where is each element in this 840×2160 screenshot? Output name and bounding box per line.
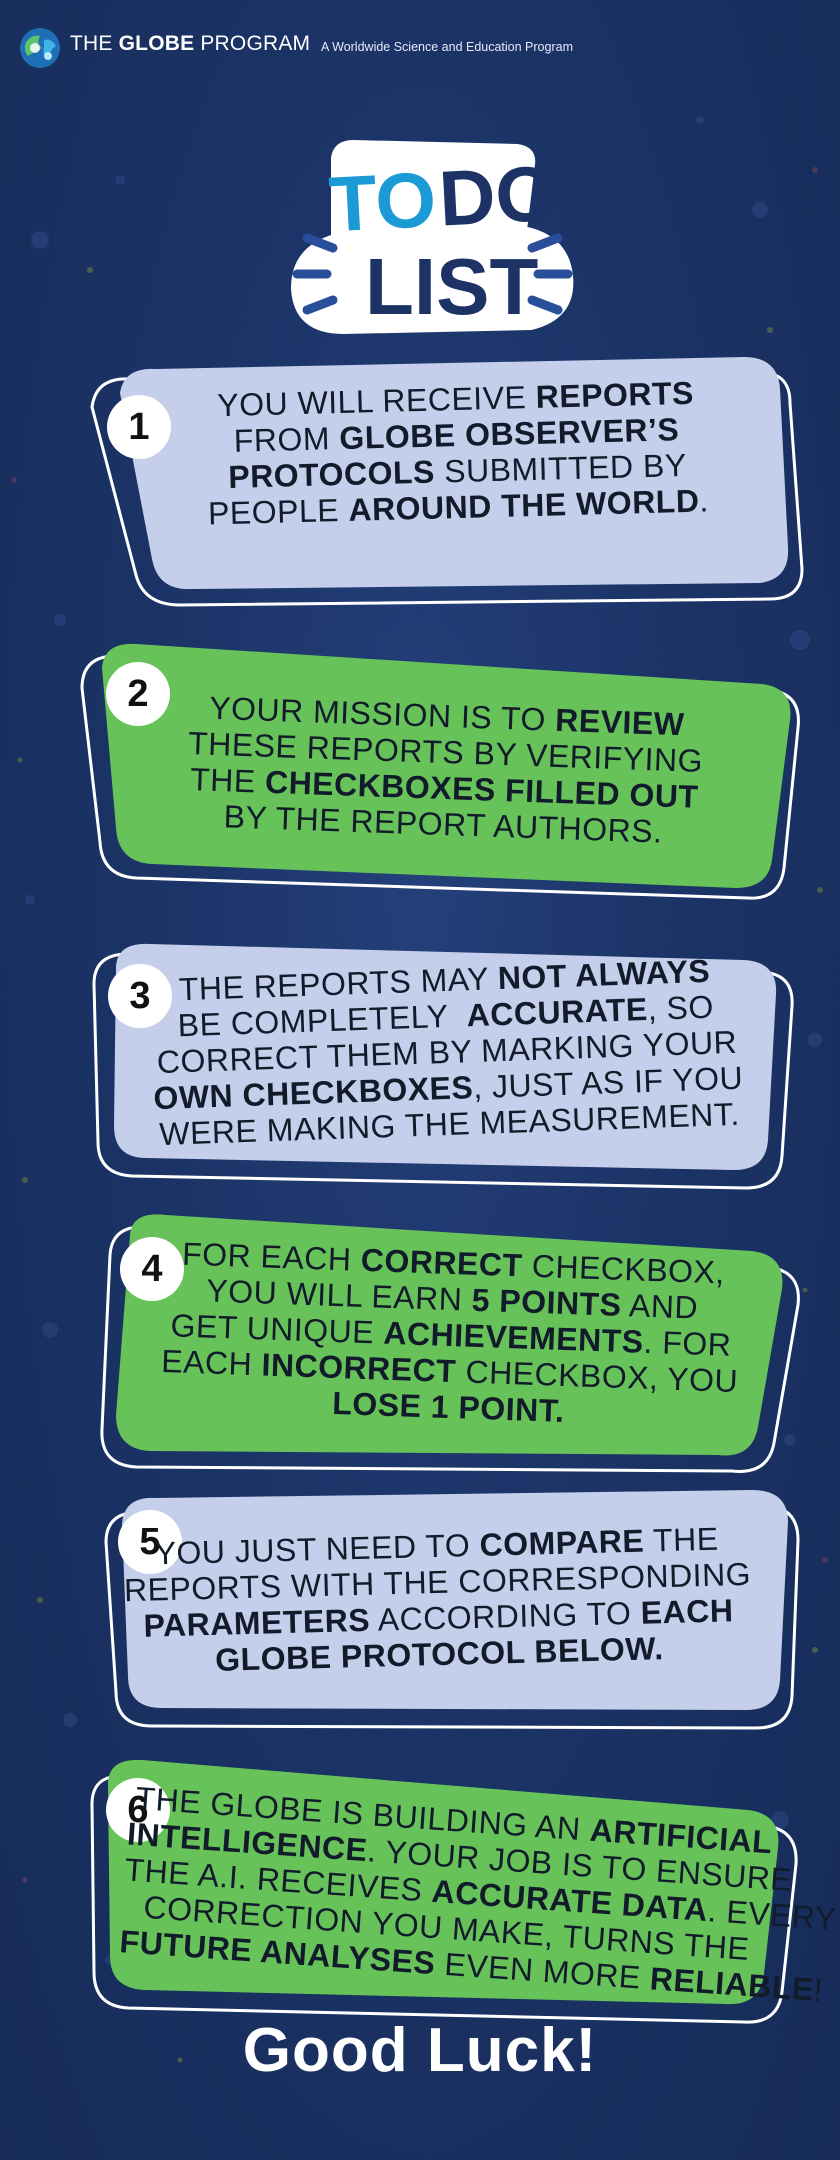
step-card-outline <box>92 952 794 1190</box>
step-card-6: 6 THE GLOBE IS BUILDING AN ARTIFICIAL INTE… <box>84 1759 838 2024</box>
step-text: YOU WILL RECEIVE REPORTS FROM GLOBE OBSER… <box>150 373 764 533</box>
step-text: YOUR MISSION IS TO REVIEW THESE REPORTS B… <box>98 686 793 854</box>
step-text: FOR EACH CORRECT CHECKBOX, YOU WILL EARN … <box>123 1234 779 1437</box>
title-to: TO <box>327 155 438 248</box>
globe-logo-icon <box>20 28 60 68</box>
step-card-5: 5 YOU JUST NEED TO COMPARE THE REPORTS WIT… <box>92 1490 800 1730</box>
title-do: DO <box>437 149 558 243</box>
step-card-3: 3 THE REPORTS MAY NOT ALWAYS BE COMPLETELY… <box>72 943 794 1190</box>
step-card-shape <box>104 1490 800 1730</box>
brand-name: THE GLOBE PROGRAM <box>70 32 311 55</box>
step-number-badge: 2 <box>106 662 170 726</box>
title-list: LIST <box>365 242 538 331</box>
step-card-shape <box>80 643 800 900</box>
step-number-badge: 6 <box>106 1778 170 1842</box>
step-card-fill <box>114 943 777 1170</box>
good-luck-footer: Good Luck! <box>242 2016 598 2085</box>
step-card-fill <box>120 357 789 590</box>
step-card-fill <box>108 1759 779 2005</box>
step-card-4: 4 FOR EACH CORRECT CHECKBOX, YOU WILL EARN… <box>92 1214 800 1473</box>
step-card-shape <box>90 357 804 607</box>
step-card-shape <box>92 943 794 1190</box>
step-card-outline <box>90 371 804 607</box>
step-card-fill <box>116 1214 783 1456</box>
step-card-shape <box>100 1214 800 1473</box>
step-card-1: 1 YOU WILL RECEIVE REPORTS FROM GLOBE OBSE… <box>72 355 804 607</box>
step-number-badge: 3 <box>108 964 172 1028</box>
step-text: YOU JUST NEED TO COMPARE THE REPORTS WITH… <box>116 1520 760 1681</box>
step-number-badge: 5 <box>118 1510 182 1574</box>
step-number-badge: 4 <box>120 1237 184 1301</box>
step-text: THE REPORTS MAY NOT ALWAYS BE COMPLETELY … <box>119 951 775 1154</box>
step-card-shape <box>90 1759 798 2024</box>
step-card-2: 2 YOUR MISSION IS TO REVIEW THESE REPORTS … <box>72 638 800 900</box>
burst-icon <box>292 233 573 315</box>
step-card-fill <box>102 643 791 888</box>
header: THE GLOBE PROGRAM A Worldwide Science an… <box>0 0 840 100</box>
todo-list-title: TO DO LIST <box>290 139 574 335</box>
tagline: A Worldwide Science and Education Progra… <box>321 40 573 54</box>
step-card-outline <box>80 654 800 900</box>
step-card-fill <box>122 1490 788 1710</box>
step-number-badge: 1 <box>107 395 171 459</box>
